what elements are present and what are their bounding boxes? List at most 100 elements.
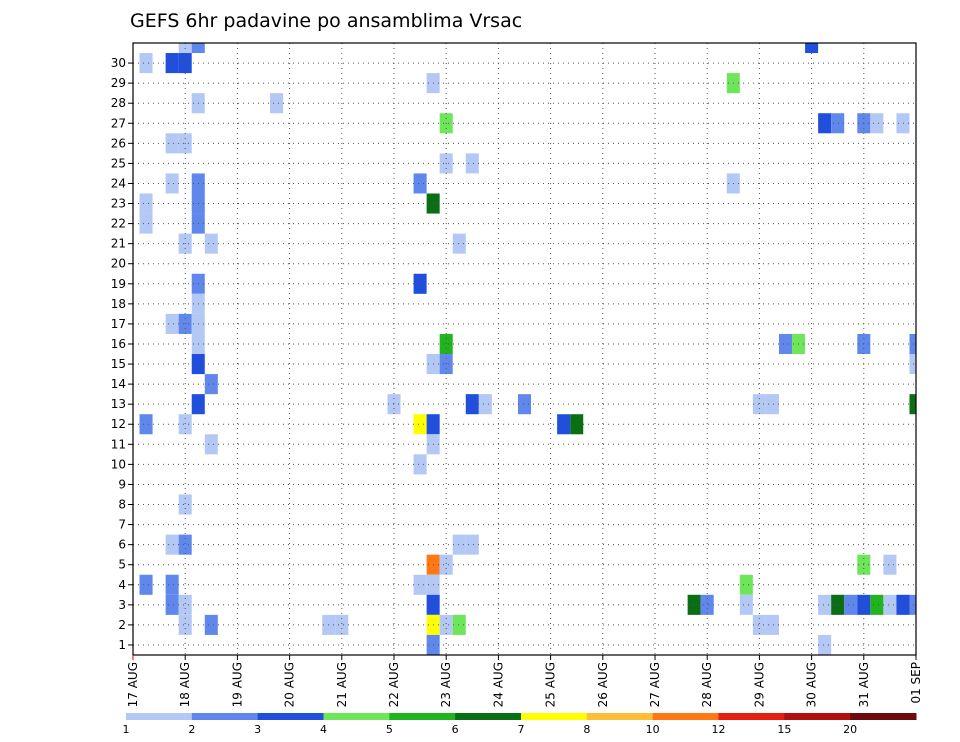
x-tick-label: 28 AUG: [700, 662, 714, 707]
precip-cell: [909, 354, 916, 375]
x-tick-label: 18 AUG: [178, 662, 192, 707]
precip-cell: [165, 173, 179, 194]
y-tick-label: 26: [111, 136, 126, 150]
colorbar-tick-label: 2: [188, 723, 195, 736]
precip-cell: [465, 394, 479, 415]
colorbar-tick-label: 10: [646, 723, 660, 736]
precip-cell: [178, 414, 192, 435]
colorbar-swatch: [784, 713, 851, 720]
precip-cell: [700, 594, 714, 615]
precip-cell: [165, 53, 179, 74]
precip-cell: [165, 594, 179, 615]
precip-cell: [765, 614, 779, 635]
x-tick-label: 29 AUG: [752, 662, 766, 707]
colorbar-swatch: [455, 713, 522, 720]
precip-cell: [178, 534, 192, 555]
precip-cell: [139, 193, 153, 214]
grid-layer: [132, 43, 917, 655]
precip-cell: [204, 374, 218, 395]
colorbar-tick-label: 8: [583, 723, 590, 736]
precip-cell: [413, 414, 427, 435]
y-tick-label: 22: [111, 217, 126, 231]
colorbar-swatch: [191, 713, 259, 720]
precip-cell: [909, 333, 916, 355]
y-tick-label: 30: [111, 56, 126, 70]
colorbar-tick-label: 1: [123, 723, 130, 736]
precip-cell: [831, 113, 845, 134]
precip-cell: [765, 394, 779, 415]
precip-cell: [818, 634, 832, 655]
y-tick-label: 5: [118, 558, 126, 572]
colorbar-swatch: [652, 713, 719, 720]
x-tick-label: 21 AUG: [335, 662, 349, 707]
colorbar-swatch: [850, 713, 917, 720]
y-tick-label: 11: [111, 437, 126, 451]
precip-cell: [570, 414, 584, 435]
precip-cell: [439, 614, 453, 635]
x-tick-label: 27 AUG: [648, 662, 662, 707]
cells-layer: [139, 43, 916, 655]
x-tick-label: 20 AUG: [283, 662, 297, 707]
precip-cell: [831, 594, 845, 615]
precip-cell: [517, 394, 532, 415]
precip-cell: [452, 233, 466, 254]
x-tick-label: 17 AUG: [126, 662, 140, 707]
colorbar: 1 2 3 4 5 6 7 8 10 12 15 20: [123, 713, 917, 736]
y-tick-label: 27: [111, 116, 126, 130]
precip-cell: [413, 454, 427, 475]
precip-cell: [165, 574, 179, 595]
plot-frame: [132, 42, 917, 656]
colorbar-swatch: [586, 713, 654, 720]
y-tick-label: 2: [118, 618, 126, 632]
x-tick-label: 22 AUG: [387, 662, 401, 707]
colorbar-swatch: [389, 713, 456, 720]
colorbar-tick-label: 15: [777, 723, 791, 736]
precip-cell: [178, 614, 192, 635]
y-tick-label: 29: [111, 76, 126, 90]
precip-cell: [178, 594, 192, 615]
precip-cell: [818, 594, 832, 615]
precip-cell: [413, 173, 427, 194]
y-tick-label: 7: [118, 518, 126, 532]
precip-cell: [883, 594, 897, 615]
precip-cell: [465, 153, 479, 174]
colorbar-tick-label: 6: [452, 723, 459, 736]
x-tick-label: 24 AUG: [491, 662, 505, 707]
y-tick-label: 9: [118, 477, 126, 491]
y-tick-label: 14: [111, 377, 126, 391]
precip-cell: [139, 53, 153, 74]
precip-cell: [818, 113, 832, 134]
precip-cell: [165, 534, 179, 555]
x-tick-label: 31 AUG: [857, 662, 871, 707]
y-tick-label: 13: [111, 397, 126, 411]
precip-cell: [870, 594, 884, 615]
colorbar-tick-label: 5: [386, 723, 393, 736]
x-tick-label: 25 AUG: [544, 662, 558, 707]
colorbar-tick-label: 7: [518, 723, 525, 736]
colorbar-swatch: [323, 713, 390, 720]
colorbar-tick-label: 3: [254, 723, 261, 736]
y-tick-label: 4: [118, 578, 126, 592]
precip-cell: [739, 574, 753, 595]
chart-title: GEFS 6hr padavine po ansamblima Vrsac: [130, 10, 522, 32]
y-tick-label: 25: [111, 156, 126, 170]
precip-cell: [204, 233, 218, 254]
precip-cell: [752, 394, 766, 415]
colorbar-tick-label: 12: [712, 723, 726, 736]
x-tick-label: 30 AUG: [805, 662, 819, 707]
x-tick-label: 26 AUG: [596, 662, 610, 707]
y-tick-label: 23: [111, 197, 126, 211]
y-tick-label: 21: [111, 237, 126, 251]
y-tick-label: 10: [111, 457, 126, 471]
precip-cell: [844, 594, 858, 615]
precip-cell: [778, 333, 793, 355]
precip-cell: [739, 594, 753, 615]
precip-cell: [909, 594, 916, 615]
colorbar-swatch: [257, 713, 324, 720]
colorbar-swatch: [126, 713, 193, 720]
y-tick-label: 12: [111, 417, 126, 431]
y-tick-label: 20: [111, 257, 126, 271]
x-tick-label: 19 AUG: [230, 662, 244, 707]
precip-cell: [191, 43, 205, 54]
x-tick-label: 01 SEP: [909, 662, 923, 704]
